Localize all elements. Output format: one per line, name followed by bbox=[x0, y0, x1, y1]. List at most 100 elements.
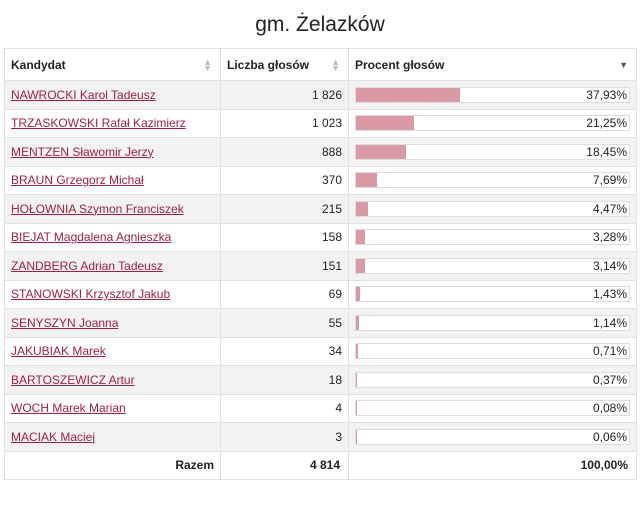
percent-bar: 37,93% bbox=[355, 87, 630, 103]
percent-bar: 0,71% bbox=[355, 343, 630, 359]
percent-bar-fill bbox=[356, 145, 406, 159]
percent-cell: 18,45% bbox=[349, 138, 637, 167]
table-row: MACIAK Maciej 3 0,06% bbox=[5, 423, 637, 452]
column-header-percent[interactable]: Procent głosów ▼ bbox=[349, 49, 637, 81]
votes-cell: 4 bbox=[221, 394, 349, 423]
table-row: NAWROCKI Karol Tadeusz 1 826 37,93% bbox=[5, 81, 637, 110]
percent-value: 4,47% bbox=[593, 202, 627, 216]
table-row: JAKUBIAK Marek 34 0,71% bbox=[5, 337, 637, 366]
results-table: Kandydat ▲▼ Liczba głosów ▲▼ Procent gło… bbox=[4, 48, 637, 480]
candidate-link[interactable]: STANOWSKI Krzysztof Jakub bbox=[11, 287, 170, 301]
percent-cell: 3,28% bbox=[349, 223, 637, 252]
percent-bar: 21,25% bbox=[355, 115, 630, 131]
candidate-link[interactable]: MACIAK Maciej bbox=[11, 430, 95, 444]
percent-cell: 37,93% bbox=[349, 81, 637, 110]
percent-bar-fill bbox=[356, 88, 460, 102]
table-row: WOCH Marek Marian 4 0,08% bbox=[5, 394, 637, 423]
votes-cell: 370 bbox=[221, 166, 349, 195]
column-header-votes[interactable]: Liczba głosów ▲▼ bbox=[221, 49, 349, 81]
candidate-link[interactable]: JAKUBIAK Marek bbox=[11, 344, 106, 358]
votes-cell: 69 bbox=[221, 280, 349, 309]
votes-cell: 151 bbox=[221, 252, 349, 281]
percent-value: 3,28% bbox=[593, 230, 627, 244]
percent-bar-fill bbox=[356, 230, 365, 244]
percent-bar: 18,45% bbox=[355, 144, 630, 160]
votes-cell: 34 bbox=[221, 337, 349, 366]
percent-bar-fill bbox=[356, 373, 357, 387]
page-title: gm. Żelazków bbox=[0, 10, 640, 40]
percent-bar-fill bbox=[356, 344, 358, 358]
candidate-link[interactable]: MENTZEN Sławomir Jerzy bbox=[11, 145, 154, 159]
sort-arrows-icon: ▲▼ bbox=[331, 59, 340, 71]
votes-cell: 888 bbox=[221, 138, 349, 167]
table-row: BARTOSZEWICZ Artur 18 0,37% bbox=[5, 366, 637, 395]
percent-cell: 0,08% bbox=[349, 394, 637, 423]
percent-cell: 0,06% bbox=[349, 423, 637, 452]
percent-value: 0,71% bbox=[593, 344, 627, 358]
percent-bar-fill bbox=[356, 287, 360, 301]
table-footer-row: Razem 4 814 100,00% bbox=[5, 451, 637, 480]
table-row: TRZASKOWSKI Rafał Kazimierz 1 023 21,25% bbox=[5, 109, 637, 138]
candidate-link[interactable]: NAWROCKI Karol Tadeusz bbox=[11, 88, 156, 102]
votes-cell: 1 023 bbox=[221, 109, 349, 138]
percent-value: 3,14% bbox=[593, 259, 627, 273]
percent-bar: 4,47% bbox=[355, 201, 630, 217]
percent-bar: 0,06% bbox=[355, 429, 630, 445]
table-row: STANOWSKI Krzysztof Jakub 69 1,43% bbox=[5, 280, 637, 309]
percent-bar-fill bbox=[356, 259, 365, 273]
candidate-cell: NAWROCKI Karol Tadeusz bbox=[5, 81, 221, 110]
percent-value: 1,43% bbox=[593, 287, 627, 301]
percent-bar: 3,14% bbox=[355, 258, 630, 274]
candidate-link[interactable]: BARTOSZEWICZ Artur bbox=[11, 373, 135, 387]
table-row: BRAUN Grzegorz Michał 370 7,69% bbox=[5, 166, 637, 195]
percent-cell: 7,69% bbox=[349, 166, 637, 195]
percent-cell: 1,43% bbox=[349, 280, 637, 309]
candidate-link[interactable]: ZANDBERG Adrian Tadeusz bbox=[11, 259, 163, 273]
percent-value: 7,69% bbox=[593, 173, 627, 187]
candidate-link[interactable]: BRAUN Grzegorz Michał bbox=[11, 173, 144, 187]
votes-cell: 55 bbox=[221, 309, 349, 338]
percent-bar: 1,14% bbox=[355, 315, 630, 331]
table-header-row: Kandydat ▲▼ Liczba głosów ▲▼ Procent gło… bbox=[5, 49, 637, 81]
percent-bar-fill bbox=[356, 202, 368, 216]
table-row: SENYSZYN Joanna 55 1,14% bbox=[5, 309, 637, 338]
percent-value: 1,14% bbox=[593, 316, 627, 330]
votes-cell: 215 bbox=[221, 195, 349, 224]
candidate-cell: WOCH Marek Marian bbox=[5, 394, 221, 423]
candidate-cell: BIEJAT Magdalena Agnieszka bbox=[5, 223, 221, 252]
sort-arrows-icon: ▲▼ bbox=[203, 59, 212, 71]
candidate-link[interactable]: HOŁOWNIA Szymon Franciszek bbox=[11, 202, 184, 216]
candidate-cell: SENYSZYN Joanna bbox=[5, 309, 221, 338]
percent-cell: 4,47% bbox=[349, 195, 637, 224]
sort-desc-icon: ▼ bbox=[619, 62, 628, 68]
candidate-cell: BRAUN Grzegorz Michał bbox=[5, 166, 221, 195]
percent-bar-fill bbox=[356, 116, 414, 130]
percent-cell: 0,37% bbox=[349, 366, 637, 395]
percent-value: 18,45% bbox=[586, 145, 627, 159]
candidate-cell: TRZASKOWSKI Rafał Kazimierz bbox=[5, 109, 221, 138]
votes-cell: 18 bbox=[221, 366, 349, 395]
candidate-link[interactable]: WOCH Marek Marian bbox=[11, 401, 126, 415]
candidate-cell: ZANDBERG Adrian Tadeusz bbox=[5, 252, 221, 281]
candidate-link[interactable]: TRZASKOWSKI Rafał Kazimierz bbox=[11, 116, 186, 130]
votes-cell: 3 bbox=[221, 423, 349, 452]
percent-cell: 1,14% bbox=[349, 309, 637, 338]
percent-value: 0,06% bbox=[593, 430, 627, 444]
percent-cell: 3,14% bbox=[349, 252, 637, 281]
table-row: HOŁOWNIA Szymon Franciszek 215 4,47% bbox=[5, 195, 637, 224]
percent-bar: 0,37% bbox=[355, 372, 630, 388]
percent-value: 0,37% bbox=[593, 373, 627, 387]
candidate-link[interactable]: BIEJAT Magdalena Agnieszka bbox=[11, 230, 171, 244]
candidate-cell: JAKUBIAK Marek bbox=[5, 337, 221, 366]
candidate-cell: BARTOSZEWICZ Artur bbox=[5, 366, 221, 395]
table-body: NAWROCKI Karol Tadeusz 1 826 37,93% TRZASKO… bbox=[5, 81, 637, 452]
percent-cell: 0,71% bbox=[349, 337, 637, 366]
percent-value: 37,93% bbox=[586, 88, 627, 102]
votes-cell: 1 826 bbox=[221, 81, 349, 110]
percent-value: 21,25% bbox=[586, 116, 627, 130]
column-header-candidate[interactable]: Kandydat ▲▼ bbox=[5, 49, 221, 81]
percent-bar: 0,08% bbox=[355, 400, 630, 416]
candidate-cell: STANOWSKI Krzysztof Jakub bbox=[5, 280, 221, 309]
candidate-link[interactable]: SENYSZYN Joanna bbox=[11, 316, 118, 330]
